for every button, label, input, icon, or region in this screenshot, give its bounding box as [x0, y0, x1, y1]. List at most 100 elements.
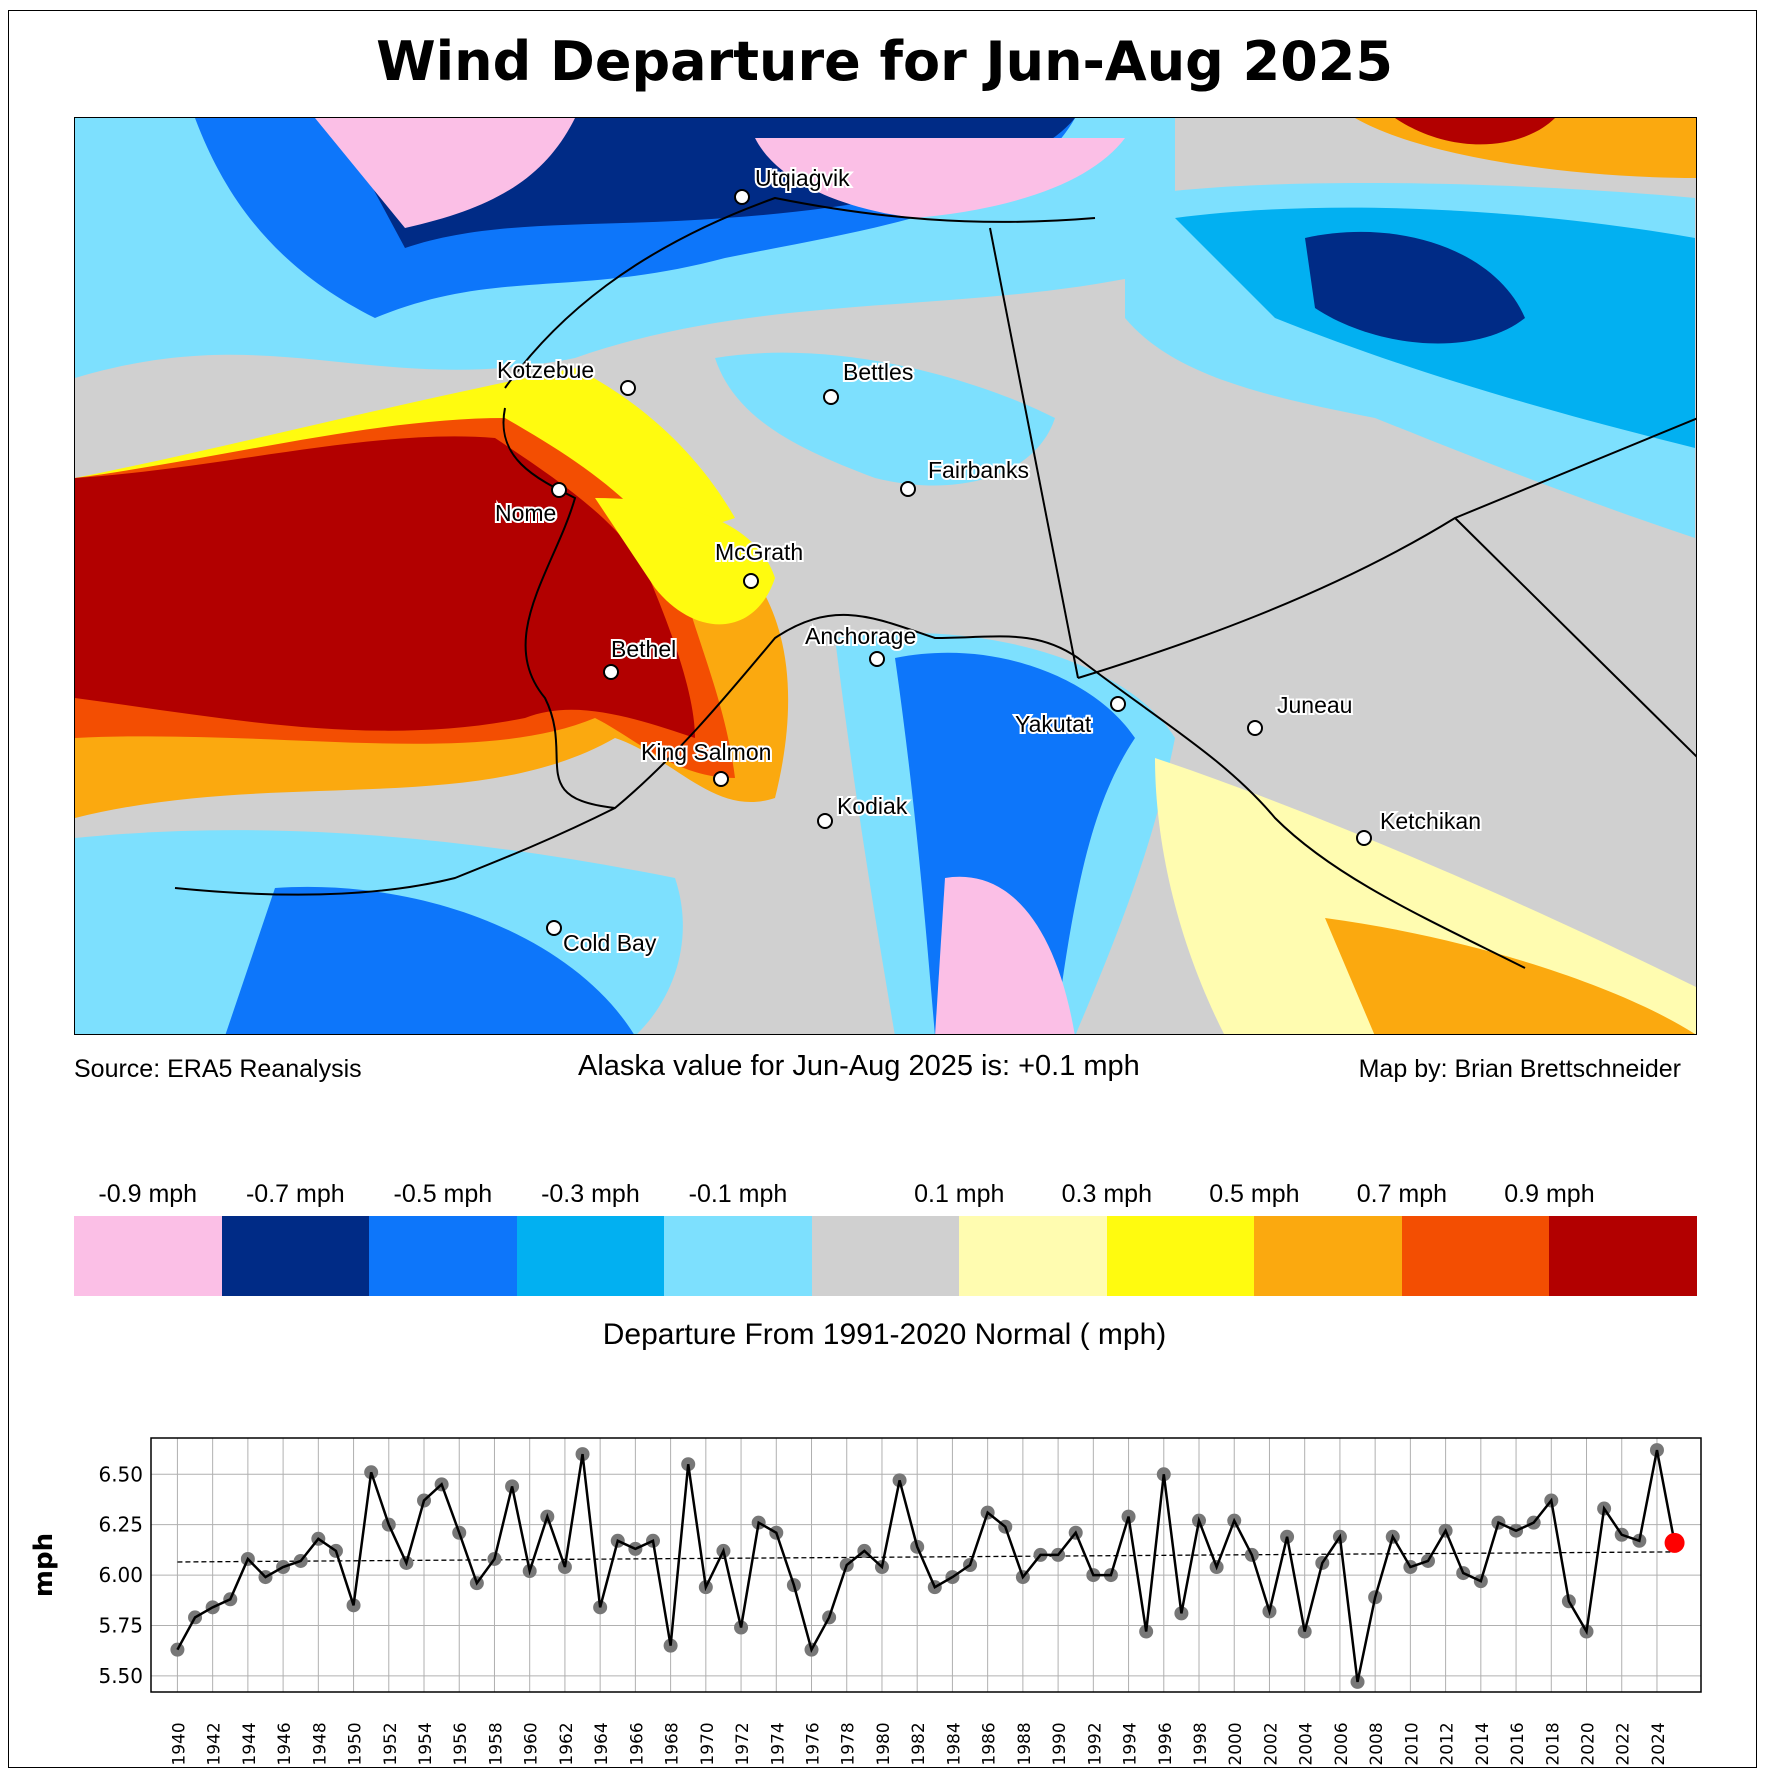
x-tick-label: 1970 [698, 1722, 718, 1765]
colorbar-swatch [74, 1216, 222, 1296]
colorbar-swatch [1549, 1216, 1698, 1296]
x-tick-label: 1988 [1015, 1722, 1035, 1765]
x-tick-label: 1998 [1191, 1722, 1211, 1765]
plot-frame [150, 1437, 1702, 1693]
data-point [170, 1642, 185, 1657]
x-tick-label: 1960 [522, 1722, 542, 1765]
y-axis-label: mph [29, 1533, 59, 1597]
map-shading [75, 118, 1696, 1034]
x-tick-label: 2004 [1297, 1722, 1317, 1765]
x-tick-label: 1956 [451, 1722, 471, 1765]
highlight-point [1664, 1532, 1685, 1553]
x-tick-label: 1994 [1121, 1722, 1141, 1765]
colorbar-title: Departure From 1991-2020 Normal ( mph) [602, 1318, 1167, 1351]
city-markers: Utqiaġvik Kotzebue Bettles Fairbanks Nom… [493, 163, 1483, 958]
colorbar-label: -0.9 mph [98, 1180, 198, 1208]
x-tick-label: 2006 [1332, 1722, 1352, 1765]
figure-frame [8, 10, 1757, 1768]
x-tick-label: 1980 [874, 1722, 894, 1765]
colorbar-label: 0.7 mph [1356, 1180, 1448, 1208]
x-tick-label: 1944 [240, 1722, 260, 1765]
y-tick-label: 5.75 [98, 1613, 143, 1637]
figure-title: Wind Departure for Jun-Aug 2025 [376, 30, 1393, 93]
y-tick-label: 6.00 [98, 1563, 143, 1587]
x-tick-label: 1990 [1050, 1722, 1070, 1765]
svg-text:Ketchikan: Ketchikan [1380, 808, 1481, 834]
svg-text:Bettles: Bettles [843, 359, 913, 385]
x-tick-label: 1982 [909, 1722, 929, 1765]
x-tick-label: 1966 [627, 1722, 647, 1765]
x-tick-label: 2022 [1614, 1722, 1634, 1765]
svg-text:Bethel: Bethel [611, 636, 676, 662]
colorbar-swatch [664, 1216, 812, 1296]
x-tick-label: 1962 [557, 1722, 577, 1765]
colorbar [74, 1216, 1698, 1296]
x-tick-label: 1946 [275, 1722, 295, 1765]
colorbar-swatch [369, 1216, 517, 1296]
x-tick-label: 2000 [1226, 1722, 1246, 1765]
x-tick-label: 1954 [416, 1722, 436, 1765]
x-tick-label: 1996 [1156, 1722, 1176, 1765]
colorbar-label: -0.7 mph [245, 1180, 345, 1208]
credit-label: Map by: Brian Brettschneider [1358, 1055, 1681, 1083]
svg-text:Utqiaġvik: Utqiaġvik [755, 165, 850, 191]
y-tick-label: 6.25 [98, 1513, 143, 1537]
x-tick-label: 1968 [663, 1722, 683, 1765]
svg-text:King Salmon: King Salmon [641, 739, 771, 765]
x-tick-label: 1942 [205, 1722, 225, 1765]
y-tick-label: 6.50 [98, 1462, 143, 1486]
alaska-summary: Alaska value for Jun-Aug 2025 is: +0.1 m… [578, 1050, 1140, 1082]
colorbar-swatch [1254, 1216, 1402, 1296]
colorbar-label: -0.5 mph [393, 1180, 493, 1208]
x-tick-label: 2016 [1508, 1722, 1528, 1765]
colorbar-label: -0.1 mph [688, 1180, 788, 1208]
colorbar-swatch [516, 1216, 665, 1296]
colorbar-label: 0.9 mph [1504, 1180, 1595, 1208]
x-tick-label: 1950 [346, 1722, 366, 1765]
series-line [176, 1449, 1676, 1683]
x-tick-label: 2010 [1402, 1722, 1422, 1765]
colorbar-label: 0.1 mph [914, 1180, 1005, 1208]
x-tick-label: 2012 [1438, 1722, 1458, 1765]
svg-text:Kodiak: Kodiak [837, 793, 908, 819]
svg-text:Cold Bay: Cold Bay [563, 930, 657, 956]
colorbar-swatch [959, 1216, 1107, 1296]
x-tick-label: 2024 [1649, 1722, 1669, 1765]
svg-text:McGrath: McGrath [715, 539, 803, 565]
svg-text:Fairbanks: Fairbanks [928, 457, 1029, 483]
svg-text:Anchorage: Anchorage [805, 623, 916, 649]
timeseries-chart: 5.50 5.75 6.00 6.25 6.50 1940 1942 1944 1946 1948… [29, 1437, 1702, 1766]
x-tick-label: 1952 [381, 1722, 401, 1765]
x-tick-label: 2014 [1473, 1722, 1493, 1765]
colorbar-label: -0.3 mph [541, 1180, 640, 1208]
colorbar-label: 0.5 mph [1209, 1180, 1300, 1208]
source-label: Source: ERA5 Reanalysis [74, 1055, 362, 1083]
trend-line [177, 1551, 1675, 1563]
x-tick-label: 1978 [839, 1722, 859, 1765]
x-tick-label: 1940 [169, 1722, 189, 1765]
x-tick-label: 1986 [980, 1722, 1000, 1765]
x-tick-label: 1976 [804, 1722, 824, 1765]
x-tick-label: 1972 [733, 1722, 753, 1765]
x-tick-label: 1992 [1085, 1722, 1105, 1765]
x-tick-label: 1974 [768, 1722, 788, 1765]
svg-text:Nome: Nome [495, 500, 556, 526]
x-tick-label: 2002 [1261, 1722, 1281, 1765]
x-tick-label: 1964 [592, 1722, 612, 1765]
x-tick-label: 1984 [944, 1722, 964, 1765]
colorbar-swatch [221, 1216, 370, 1296]
x-tick-label: 2020 [1579, 1722, 1599, 1765]
colorbar-label: 0.3 mph [1061, 1180, 1152, 1208]
y-tick-label: 5.50 [98, 1664, 143, 1688]
svg-text:Yakutat: Yakutat [1015, 711, 1092, 737]
svg-text:Juneau: Juneau [1277, 692, 1352, 718]
colorbar-swatch [811, 1216, 960, 1296]
colorbar-swatch [1106, 1216, 1255, 1296]
alaska-departure-map: Utqiaġvik Kotzebue Bettles Fairbanks Nom… [74, 117, 1697, 1035]
colorbar-swatch [1401, 1216, 1550, 1296]
x-tick-label: 2008 [1367, 1722, 1387, 1765]
x-tick-label: 1948 [310, 1722, 330, 1765]
svg-text:Kotzebue: Kotzebue [497, 357, 594, 383]
x-tick-label: 1958 [486, 1722, 506, 1765]
